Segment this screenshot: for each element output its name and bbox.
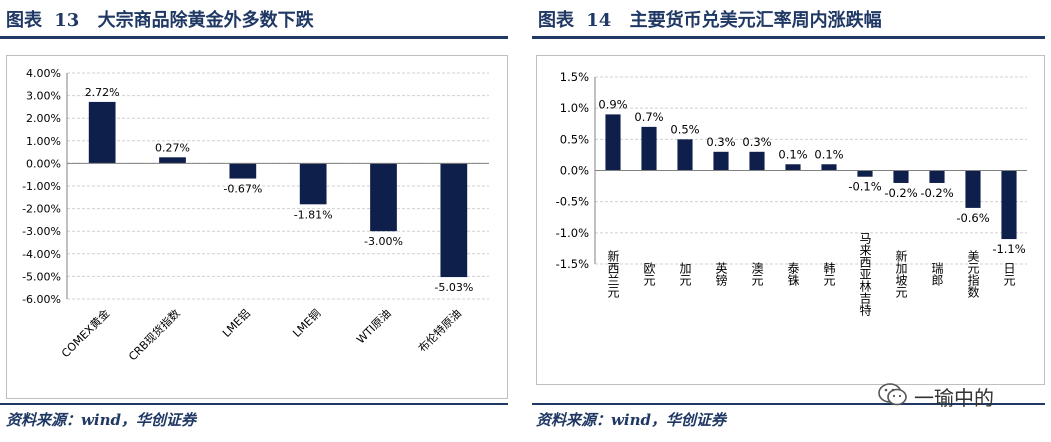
right-chart-data-label: -1.1% <box>992 242 1025 256</box>
left-bar-chart: 4.00% 3.00% 2.00% 1.00% 0.00% -1.00% -2.00% -3.… <box>22 67 489 363</box>
left-chart-bar <box>440 163 468 278</box>
right-chart-bar <box>641 126 657 171</box>
left-source-divider <box>0 403 508 405</box>
right-chart-data-label: -0.6% <box>956 211 989 225</box>
right-chart-bar <box>857 170 873 177</box>
left-chart-category-label: COMEX黄金 <box>58 306 112 360</box>
left-panel: 图表 13 大宗商品除黄金外多数下跌 4.00% 3.00% 2.00% 1.00% 0… <box>0 0 508 442</box>
left-chart-bar <box>299 163 327 205</box>
left-chart-ytick-label: 0.00% <box>26 157 61 170</box>
right-chart-bar <box>893 170 909 183</box>
left-chart-category-label: LME铝 <box>219 306 253 340</box>
right-chart-data-label: -0.1% <box>848 180 881 194</box>
watermark-text: 一瑜中的 <box>914 386 994 410</box>
left-figure-label: 图表 <box>6 10 42 31</box>
right-chart-data-label: 0.3% <box>742 135 771 149</box>
left-chart-ytick-label: 3.00% <box>26 90 61 103</box>
left-chart-category-label: LME铜 <box>290 306 324 340</box>
watermark: 一瑜中的 <box>878 380 1038 412</box>
right-chart-category-label: 英镑 <box>714 262 728 287</box>
left-chart-category-label: WTI原油 <box>353 306 393 346</box>
right-source-divider <box>532 403 1045 405</box>
right-chart-ytick-label: -1.5% <box>556 257 589 271</box>
right-chart-ytick-label: 1.0% <box>560 101 589 115</box>
right-chart-ytick-label: 0.0% <box>560 164 589 178</box>
right-source: 资料来源：wind，华创证券 <box>536 411 727 429</box>
left-chart-data-label: -3.00% <box>364 235 403 248</box>
left-chart-ytick-label: -2.00% <box>22 203 61 216</box>
left-chart-ytick-label: 1.00% <box>26 135 61 148</box>
wechat-icon <box>878 383 907 406</box>
right-chart-data-label: 0.9% <box>598 97 627 111</box>
right-chart-data-label: 0.7% <box>634 110 663 124</box>
right-chart-data-label: 0.1% <box>814 147 843 161</box>
right-chart-category-label: 新西兰元 <box>606 249 620 299</box>
right-chart-category-label: 美元指数 <box>966 250 980 299</box>
left-chart-data-label: 0.27% <box>155 141 190 154</box>
right-chart-bar <box>1001 170 1017 240</box>
right-chart-bar <box>713 151 729 171</box>
right-chart-category-label: 新加坡元 <box>894 249 908 299</box>
right-figure-title: 图表 14 主要货币兑美元汇率周内涨跌幅 <box>538 6 882 32</box>
left-chart-data-label: 2.72% <box>85 86 120 99</box>
left-chart-ytick-label: 2.00% <box>26 112 61 125</box>
right-chart-ytick-label: -0.5% <box>556 195 589 209</box>
right-chart-category-label: 泰铢 <box>786 262 800 287</box>
right-chart-category-label: 马来西亚林吉特 <box>858 232 872 316</box>
left-chart-ytick-label: -6.00% <box>22 293 61 306</box>
right-chart-bar <box>605 114 621 171</box>
right-chart-category-label: 加元 <box>678 262 692 287</box>
left-chart-bar <box>370 163 397 232</box>
right-chart-ytick-label: 1.5% <box>560 70 589 84</box>
right-chart-category-label: 日元 <box>1002 262 1016 287</box>
left-chart-category-label: CRB现货指数 <box>125 306 182 363</box>
right-bar-chart: 1.5% 1.0% 0.5% 0.0% -0.5% -1.0% -1.5% 0.9% 0.7% 0… <box>556 70 1027 316</box>
left-chart-frame: 4.00% 3.00% 2.00% 1.00% 0.00% -1.00% -2.00% -3.… <box>6 55 508 399</box>
left-chart-ytick-label: 4.00% <box>26 67 61 80</box>
right-chart-bar <box>677 139 693 171</box>
right-chart-bar <box>821 164 837 171</box>
left-figure-title: 图表 13 大宗商品除黄金外多数下跌 <box>6 6 314 32</box>
right-chart-ytick-label: 0.5% <box>560 132 589 146</box>
right-chart-bar <box>929 170 945 183</box>
right-chart-frame: 1.5% 1.0% 0.5% 0.0% -0.5% -1.0% -1.5% 0.9% 0.7% 0… <box>536 55 1045 385</box>
left-chart-bar <box>88 101 116 164</box>
right-chart-bar <box>749 151 765 171</box>
left-chart-category-label: 布伦特原油 <box>415 306 464 355</box>
right-chart-category-label: 韩元 <box>822 261 836 287</box>
left-title-bar: 图表 13 大宗商品除黄金外多数下跌 <box>0 0 508 39</box>
right-figure-number: 14 <box>586 10 612 31</box>
right-figure-label: 图表 <box>538 10 574 31</box>
right-chart-data-label: 0.5% <box>670 122 699 136</box>
right-chart-ytick-label: -1.0% <box>556 226 589 240</box>
left-chart-data-label: -1.81% <box>294 208 333 221</box>
left-chart-ytick-label: -4.00% <box>22 248 61 261</box>
left-figure-number: 13 <box>54 10 80 31</box>
right-title-bar: 图表 14 主要货币兑美元汇率周内涨跌幅 <box>532 0 1045 39</box>
right-title-text: 主要货币兑美元汇率周内涨跌幅 <box>629 10 882 31</box>
right-chart-category-label: 澳元 <box>750 262 764 287</box>
right-chart-category-label: 瑞郎 <box>930 262 944 286</box>
left-chart-data-label: -0.67% <box>223 183 262 196</box>
left-chart-bar <box>229 163 257 179</box>
right-chart-data-label: -0.2% <box>920 186 953 200</box>
left-title-text: 大宗商品除黄金外多数下跌 <box>97 10 314 31</box>
left-chart-ytick-label: -5.00% <box>22 270 61 283</box>
right-panel: 图表 14 主要货币兑美元汇率周内涨跌幅 1.5% 1.0% 0.5% 0.0% -0.… <box>532 0 1045 442</box>
right-chart-data-label: -0.2% <box>884 186 917 200</box>
right-chart-bar <box>965 170 981 208</box>
right-chart-data-label: 0.1% <box>778 147 807 161</box>
right-chart-data-label: 0.3% <box>706 135 735 149</box>
left-chart-data-label: -5.03% <box>434 281 473 294</box>
right-chart-bar <box>785 164 801 171</box>
right-chart-category-label: 欧元 <box>642 262 656 287</box>
left-source: 资料来源：wind，华创证券 <box>6 411 197 429</box>
left-chart-bar <box>159 157 186 164</box>
left-chart-ytick-label: -3.00% <box>22 225 61 238</box>
left-chart-ytick-label: -1.00% <box>22 180 61 193</box>
